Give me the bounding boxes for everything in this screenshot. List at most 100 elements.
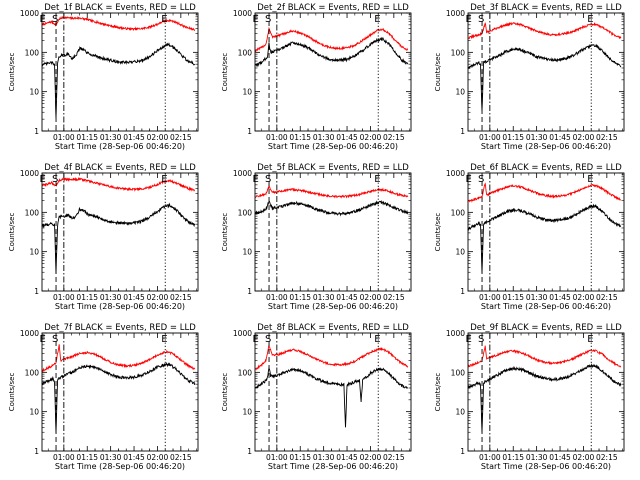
panel-9: Det_9f BLACK = Events, RED = LLD Counts/s… bbox=[434, 323, 625, 471]
y-tick-label: 100 bbox=[25, 368, 40, 377]
series-line-events bbox=[254, 366, 408, 428]
event-marker-label: E bbox=[466, 334, 472, 345]
x-tick-label: 02:15 bbox=[170, 133, 192, 142]
y-axis-label: Counts/sec bbox=[8, 213, 16, 252]
y-tick-label: 10 bbox=[29, 248, 39, 257]
y-tick-label: 1000 bbox=[20, 9, 39, 18]
plot-frame bbox=[41, 12, 199, 132]
event-marker-label: E bbox=[374, 14, 380, 25]
x-tick-label: 01:15 bbox=[502, 133, 524, 142]
y-tick-label: 1000 bbox=[233, 329, 252, 338]
x-tick-label: 02:00 bbox=[573, 453, 595, 462]
series-line-lld bbox=[41, 176, 196, 192]
x-tick-label: 01:30 bbox=[313, 293, 335, 302]
plot-frame bbox=[254, 172, 412, 292]
x-tick-label: 01:45 bbox=[336, 293, 358, 302]
y-tick-label: 1 bbox=[34, 447, 39, 456]
y-tick-label: 10 bbox=[455, 248, 465, 257]
plot-frame bbox=[41, 172, 199, 292]
x-tick-label: 02:15 bbox=[383, 293, 405, 302]
y-tick-label: 1 bbox=[247, 447, 252, 456]
series-line-events bbox=[254, 199, 409, 217]
x-tick-label: 01:15 bbox=[76, 293, 98, 302]
x-axis-label: Start Time (28-Sep-06 00:46:20) bbox=[55, 142, 185, 151]
panel-title: Det_7f BLACK = Events, RED = LLD bbox=[44, 323, 196, 333]
series-line-lld bbox=[254, 343, 409, 371]
x-axis-label: Start Time (28-Sep-06 00:46:20) bbox=[268, 462, 398, 471]
x-tick-label: 01:30 bbox=[526, 293, 548, 302]
x-tick-label: 01:15 bbox=[289, 133, 311, 142]
event-marker-label: S bbox=[478, 174, 484, 185]
x-tick-label: 01:00 bbox=[266, 133, 288, 142]
series-line-events bbox=[467, 363, 622, 433]
x-tick-label: 02:15 bbox=[170, 453, 192, 462]
y-tick-label: 1000 bbox=[446, 329, 465, 338]
panel-title: Det_2f BLACK = Events, RED = LLD bbox=[257, 3, 409, 13]
x-axis-label: Start Time (28-Sep-06 00:46:20) bbox=[481, 302, 611, 311]
panel-6: Det_6f BLACK = Events, RED = LLD Counts/s… bbox=[434, 163, 625, 311]
y-tick-label: 1 bbox=[34, 287, 39, 296]
y-tick-label: 100 bbox=[238, 208, 253, 217]
x-tick-label: 02:00 bbox=[360, 453, 382, 462]
y-tick-label: 1000 bbox=[446, 169, 465, 178]
event-marker-label: E bbox=[587, 14, 593, 25]
panel-title: Det_4f BLACK = Events, RED = LLD bbox=[44, 163, 196, 173]
panel-3: Det_3f BLACK = Events, RED = LLD Counts/s… bbox=[434, 3, 625, 151]
panel-2: Det_2f BLACK = Events, RED = LLD Counts/s… bbox=[221, 3, 412, 151]
panel-8: Det_8f BLACK = Events, RED = LLD Counts/s… bbox=[221, 323, 412, 471]
x-tick-label: 01:30 bbox=[526, 133, 548, 142]
series-line-lld bbox=[467, 182, 622, 203]
event-marker-label: E bbox=[374, 174, 380, 185]
x-axis-label: Start Time (28-Sep-06 00:46:20) bbox=[268, 302, 398, 311]
event-marker-label: E bbox=[40, 14, 46, 25]
x-tick-label: 01:00 bbox=[53, 453, 75, 462]
x-tick-label: 02:15 bbox=[596, 453, 618, 462]
x-tick-label: 02:00 bbox=[147, 453, 169, 462]
series-line-events bbox=[41, 42, 196, 119]
y-tick-label: 1 bbox=[460, 447, 465, 456]
x-tick-label: 01:00 bbox=[53, 293, 75, 302]
panel-title: Det_6f BLACK = Events, RED = LLD bbox=[470, 163, 622, 173]
x-tick-label: 01:30 bbox=[313, 453, 335, 462]
event-marker-label: S bbox=[52, 174, 58, 185]
plot-frame bbox=[467, 332, 625, 452]
y-tick-label: 1000 bbox=[233, 169, 252, 178]
panel-title: Det_8f BLACK = Events, RED = LLD bbox=[257, 323, 409, 333]
y-tick-label: 100 bbox=[238, 48, 253, 57]
series-line-lld bbox=[254, 26, 409, 53]
event-marker-label: S bbox=[265, 334, 271, 345]
x-tick-label: 01:30 bbox=[526, 453, 548, 462]
x-tick-label: 01:00 bbox=[53, 133, 75, 142]
event-marker-label: E bbox=[466, 174, 472, 185]
x-tick-label: 01:45 bbox=[123, 293, 145, 302]
y-tick-label: 10 bbox=[29, 88, 39, 97]
plot-frame bbox=[254, 12, 412, 132]
series-line-events bbox=[254, 36, 409, 68]
panel-title: Det_9f BLACK = Events, RED = LLD bbox=[470, 323, 622, 333]
x-tick-label: 01:15 bbox=[502, 293, 524, 302]
event-marker-label: S bbox=[52, 334, 58, 345]
panel-title: Det_3f BLACK = Events, RED = LLD bbox=[470, 3, 622, 13]
y-tick-label: 1000 bbox=[20, 169, 39, 178]
panel-title: Det_1f BLACK = Events, RED = LLD bbox=[44, 3, 196, 13]
x-axis-label: Start Time (28-Sep-06 00:46:20) bbox=[481, 142, 611, 151]
x-axis-label: Start Time (28-Sep-06 00:46:20) bbox=[268, 142, 398, 151]
series-line-lld bbox=[41, 344, 196, 373]
y-tick-label: 100 bbox=[238, 368, 253, 377]
x-tick-label: 01:30 bbox=[100, 133, 122, 142]
x-tick-label: 01:15 bbox=[76, 453, 98, 462]
y-axis-label: Counts/sec bbox=[8, 53, 16, 92]
y-tick-label: 10 bbox=[242, 88, 252, 97]
x-tick-label: 01:30 bbox=[100, 293, 122, 302]
panel-5: Det_5f BLACK = Events, RED = LLD Counts/s… bbox=[221, 163, 412, 311]
x-axis-label: Start Time (28-Sep-06 00:46:20) bbox=[481, 462, 611, 471]
event-marker-label: E bbox=[161, 174, 167, 185]
x-tick-label: 01:15 bbox=[76, 133, 98, 142]
event-marker-label: E bbox=[161, 14, 167, 25]
y-tick-label: 1 bbox=[247, 127, 252, 136]
x-tick-label: 01:00 bbox=[479, 293, 501, 302]
event-marker-label: S bbox=[478, 14, 484, 25]
y-tick-label: 1000 bbox=[233, 9, 252, 18]
series-line-events bbox=[41, 361, 196, 433]
